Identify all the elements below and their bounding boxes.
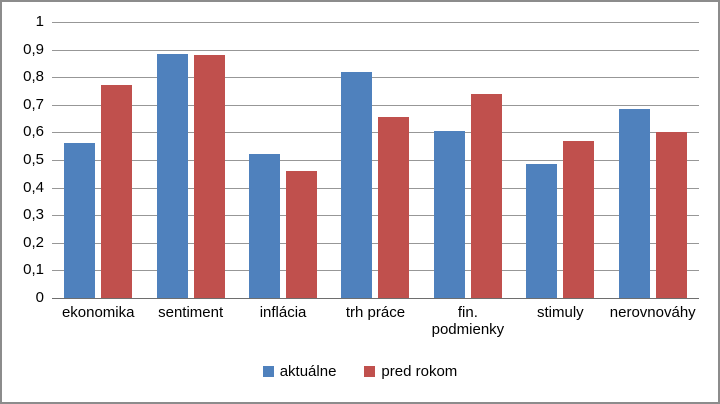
bar-group-stimuly: [514, 22, 606, 298]
gridline-0,4: [52, 187, 699, 189]
bar-group-nerovnovahy: [607, 22, 699, 298]
y-axis: 0 0,1 0,2 0,3 0,4 0,5 0,6 0,7 0,8 0,9 1: [2, 14, 44, 306]
bar-pred-rokom-fin-podmienky: [470, 93, 502, 298]
legend-item-pred-rokom: pred rokom: [364, 363, 457, 380]
bar-group-fin-podmienky: [422, 22, 514, 298]
y-tick-label-0-8: 0,8: [23, 68, 44, 86]
gridline-0,1: [52, 270, 699, 272]
y-tick-label-1: 1: [35, 13, 44, 30]
legend-label-aktualne: aktuálne: [279, 363, 337, 380]
y-tick-label-0-3: 0,3: [23, 206, 44, 224]
bar-pred-rokom-inflacia: [286, 171, 318, 298]
y-tick-label-0-7: 0,7: [23, 95, 44, 113]
bar-pred-rokom-sentiment: [193, 55, 225, 298]
bar-group-trh-prace: [329, 22, 421, 298]
y-tick-label-0-5: 0,5: [23, 151, 44, 168]
y-tick-label-0-6: 0,6: [23, 123, 44, 141]
gridline-0,5: [52, 160, 699, 161]
gridline-0,8: [52, 77, 699, 79]
y-tick-label-0-2: 0,2: [23, 233, 44, 251]
y-tick-label-0-9: 0,9: [23, 40, 44, 58]
x-tick-label-stimuly: stimuly: [536, 304, 584, 321]
bar-group-inflacia: [237, 22, 329, 298]
bar-aktualne-stimuly: [526, 164, 558, 298]
bar-aktualne-nerovnovahy: [618, 108, 650, 298]
bar-aktualne-inflacia: [249, 154, 281, 298]
bar-aktualne-sentiment: [156, 53, 188, 298]
x-tick-label-fin-podmienky: fin. podmienky: [431, 304, 505, 338]
gridline-0,7: [52, 104, 699, 106]
legend-item-aktualne: aktuálne: [262, 363, 337, 380]
legend-label-pred-rokom: pred rokom: [381, 363, 458, 380]
gridline-0,2: [52, 242, 699, 244]
x-axis-line: [52, 298, 699, 299]
y-tick-label-0-1: 0,1: [23, 261, 44, 279]
legend-swatch-pred-rokom: [364, 366, 376, 377]
gridline-0,9: [52, 49, 699, 51]
bar-group-ekonomika: [52, 22, 144, 298]
bar-pred-rokom-ekonomika: [101, 85, 133, 298]
y-tick-label-0: 0: [35, 289, 44, 306]
x-tick-label-inflacia: inflácia: [259, 304, 307, 321]
bar-pred-rokom-nerovnovahy: [655, 132, 687, 298]
x-tick-label-nerovnovahy: nerovnováhy: [609, 304, 696, 321]
x-tick-label-trh-prace: trh práce: [345, 304, 406, 321]
legend: aktuálne pred rokom: [2, 363, 718, 380]
y-tick-label-0-4: 0,4: [23, 178, 44, 196]
bar-aktualne-trh-prace: [341, 71, 373, 298]
x-tick-label-ekonomika: ekonomika: [61, 304, 135, 321]
gridline-1: [52, 22, 699, 23]
gridline-0,3: [52, 215, 699, 217]
bar-pred-rokom-trh-prace: [378, 117, 410, 298]
gridline-0,6: [52, 132, 699, 134]
bar-aktualne-fin-podmienky: [433, 131, 465, 298]
x-tick-label-sentiment: sentiment: [158, 304, 224, 321]
bar-pred-rokom-stimuly: [563, 140, 595, 298]
plot-area: [52, 22, 699, 299]
legend-swatch-aktualne: [262, 366, 274, 377]
bar-groups: [52, 22, 699, 298]
bar-group-sentiment: [144, 22, 236, 298]
bar-aktualne-ekonomika: [64, 143, 96, 298]
x-axis: ekonomika sentiment inflácia trh práce fin. …: [52, 304, 699, 338]
